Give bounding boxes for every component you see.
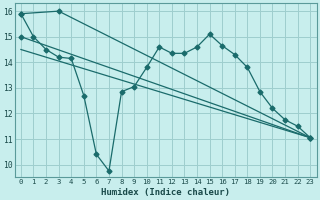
X-axis label: Humidex (Indice chaleur): Humidex (Indice chaleur)	[101, 188, 230, 197]
